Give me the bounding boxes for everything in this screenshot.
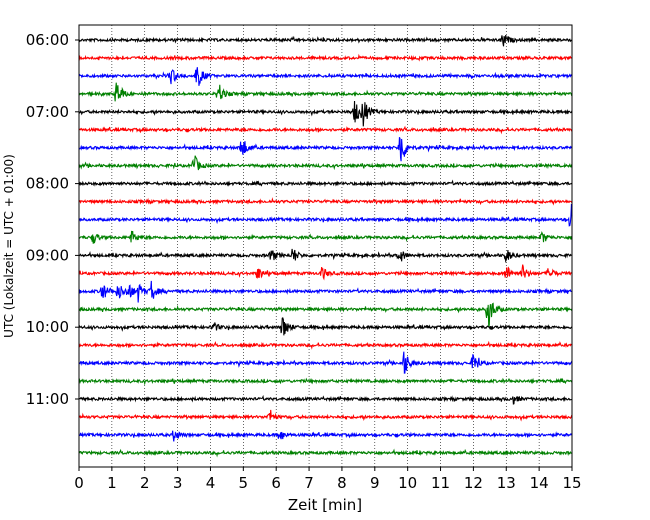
trace-1000 [78, 317, 573, 336]
y-tick-label: 09:00 [26, 246, 69, 264]
trace-0800 [78, 179, 573, 188]
y-tick-label: 08:00 [26, 175, 69, 193]
trace-0615 [78, 53, 573, 62]
x-axis: 0 1 2 3 4 5 6 7 8 9 10 11 12 13 14 15 [74, 467, 582, 492]
trace-0645 [78, 82, 573, 102]
y-axis-label: UTC (Lokalzeit = UTC + 01:00) [2, 154, 16, 338]
trace-0630 [78, 67, 573, 86]
trace-1145 [78, 448, 573, 458]
x-tick-label: 14 [530, 474, 549, 492]
trace-group [78, 34, 573, 458]
x-axis-label: Zeit [min] [288, 496, 362, 514]
x-tick-label: 5 [239, 474, 249, 492]
plot-frame [78, 24, 573, 468]
x-tick-label: 8 [337, 474, 347, 492]
x-tick-label: 15 [562, 474, 581, 492]
x-tick-label: 10 [398, 474, 417, 492]
y-tick-label: 06:00 [26, 31, 69, 49]
trace-1115 [78, 409, 573, 422]
trace-0830 [78, 204, 573, 227]
trace-1015 [78, 340, 573, 350]
trace-0715 [78, 125, 573, 135]
x-tick-label: 3 [173, 474, 183, 492]
trace-1030 [78, 351, 573, 374]
trace-0930 [78, 280, 573, 303]
x-tick-label: 2 [140, 474, 150, 492]
y-tick-label: 10:00 [26, 318, 69, 336]
y-tick-label: 11:00 [26, 390, 69, 408]
trace-0700 [78, 101, 573, 127]
x-tick-label: 4 [206, 474, 216, 492]
x-tick-label: 11 [431, 474, 450, 492]
trace-0915 [78, 264, 573, 281]
grid-lines [78, 25, 573, 467]
x-tick-label: 6 [271, 474, 281, 492]
trace-0600 [78, 34, 573, 47]
trace-0945 [78, 302, 573, 328]
x-tick-label: 9 [370, 474, 380, 492]
x-tick-label: 0 [74, 474, 84, 492]
trace-0745 [78, 155, 573, 171]
y-axis: 06:00 07:00 08:00 09:00 10:00 11:00 [26, 31, 79, 408]
trace-1130 [78, 430, 573, 442]
trace-1045 [78, 377, 573, 386]
y-tick-label: 07:00 [26, 103, 69, 121]
x-tick-label: 13 [497, 474, 516, 492]
trace-0815 [78, 197, 573, 206]
trace-1100 [78, 394, 573, 405]
x-tick-label: 7 [304, 474, 314, 492]
x-tick-label: 1 [107, 474, 117, 492]
trace-0900 [78, 248, 573, 264]
trace-0845 [78, 230, 573, 244]
trace-0730 [78, 137, 573, 162]
x-tick-label: 12 [464, 474, 483, 492]
